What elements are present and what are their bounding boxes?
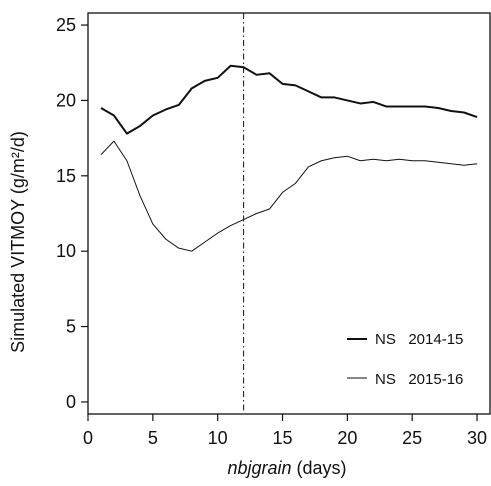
y-tick-label: 10 [56, 241, 76, 261]
plot-frame [87, 12, 491, 415]
legend: NS 2014-15 NS 2015-16 [347, 331, 463, 388]
x-axis-title-unit: (days) [292, 458, 347, 478]
y-axis-title: Simulated VITMOY (g/m²/d) [8, 131, 28, 353]
x-axis-title-italic: nbjgrain [227, 458, 291, 478]
y-axis-ticks: 0 5 10 15 20 25 [56, 15, 88, 412]
x-axis-ticks: 0 5 10 15 20 25 30 [83, 414, 487, 448]
series-line-2015-16 [100, 140, 478, 252]
y-tick-label: 0 [66, 392, 76, 412]
x-tick-label: 20 [337, 428, 357, 448]
x-tick-label: 10 [208, 428, 228, 448]
plot-frame-group [87, 12, 491, 415]
y-tick-label: 25 [56, 15, 76, 35]
x-tick-label: 15 [273, 428, 293, 448]
series-line-2014-15 [100, 64, 478, 135]
x-tick-label: 0 [83, 428, 93, 448]
y-tick-label: 15 [56, 166, 76, 186]
legend-label-series-2015-16: NS 2015-16 [375, 371, 463, 388]
series-group [100, 64, 478, 252]
y-tick-label: 5 [66, 317, 76, 337]
x-tick-label: 25 [402, 428, 422, 448]
legend-label-series-2014-15: NS 2014-15 [375, 331, 463, 348]
x-tick-label: 5 [148, 428, 158, 448]
x-axis-title: nbjgrain (days) [227, 458, 346, 478]
y-tick-label: 20 [56, 90, 76, 110]
x-tick-label: 30 [467, 428, 487, 448]
